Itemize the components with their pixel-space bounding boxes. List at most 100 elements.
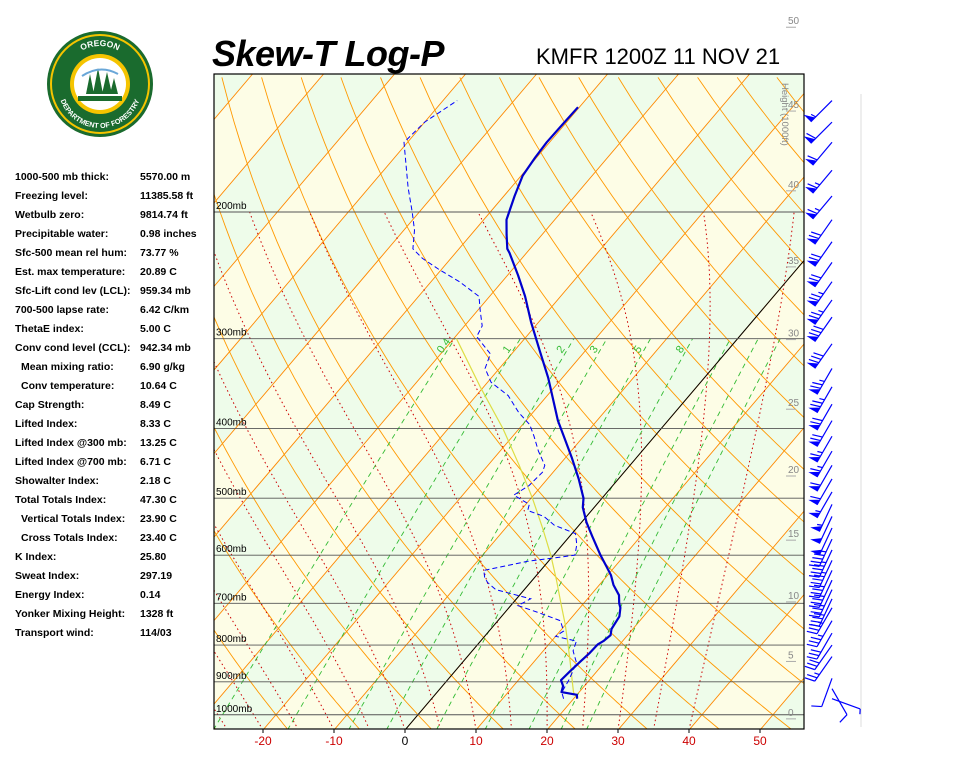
stat-row: 1000-500 mb thick: 5570.00 m xyxy=(15,168,210,187)
dry-adiabat xyxy=(214,726,217,729)
pressure-label: 500mb xyxy=(216,487,247,498)
zero-isotherm-line xyxy=(405,259,804,729)
stat-label: Mean mixing ratio: xyxy=(21,361,114,373)
pressure-label: 400mb xyxy=(216,418,247,429)
x-tick-label: 50 xyxy=(753,734,767,748)
stat-value: 5.00 C xyxy=(140,323,171,335)
stat-label: Sfc-500 mean rel hum: xyxy=(15,247,128,259)
stat-row: Energy Index: 0.14 xyxy=(15,586,210,605)
wind-barb xyxy=(808,368,833,395)
wind-barb xyxy=(811,678,833,708)
stat-value: 297.19 xyxy=(140,570,173,582)
moist-adiabat xyxy=(0,212,192,730)
stat-label: 700-500 lapse rate: xyxy=(15,304,109,316)
stat-row: Mean mixing ratio: 6.90 g/kg xyxy=(15,358,210,377)
mixing-ratio-line xyxy=(348,338,575,729)
x-tick-label: 0 xyxy=(402,734,409,748)
stats-panel: 1000-500 mb thick: 5570.00 m Freezing leve… xyxy=(15,168,210,643)
wind-barb xyxy=(808,450,833,478)
stat-label: Yonker Mixing Height: xyxy=(15,608,126,620)
stat-row: Freezing level: 11385.58 ft xyxy=(15,187,210,206)
height-label: 0 xyxy=(788,708,794,719)
stat-label: Vertical Totals Index: xyxy=(21,513,126,525)
stat-row: Sweat Index: 297.19 xyxy=(15,567,210,586)
wind-barb xyxy=(808,403,833,431)
stat-row: ThetaE index: 5.00 C xyxy=(15,320,210,339)
pressure-label: 700mb xyxy=(216,592,247,603)
dry-adiabat xyxy=(221,77,648,729)
x-tick-label: 40 xyxy=(682,734,696,748)
stat-value: 25.80 xyxy=(140,551,167,563)
stat-value: 0.98 inches xyxy=(140,228,197,240)
stat-row: Conv cond level (CCL): 942.34 mb xyxy=(15,339,210,358)
x-tick-label: 20 xyxy=(540,734,554,748)
stat-row: Sfc-Lift cond lev (LCL): 959.34 mb xyxy=(15,282,210,301)
stat-label: Conv cond level (CCL): xyxy=(15,342,131,354)
mixing-ratio-label: 5 xyxy=(631,344,644,356)
height-label: 35 xyxy=(788,256,800,267)
stat-row: 700-500 lapse rate: 6.42 C/km xyxy=(15,301,210,320)
stat-value: 5570.00 m xyxy=(140,171,191,183)
dry-adiabat xyxy=(300,77,792,729)
stat-value: 23.40 C xyxy=(140,532,177,544)
chart-title: Skew-T Log-P xyxy=(212,33,445,74)
isotherm-line xyxy=(214,74,324,204)
isotherm-line xyxy=(831,74,960,730)
pressure-label: 900mb xyxy=(216,671,247,682)
stat-label: ThetaE index: xyxy=(15,323,84,335)
stat-row: Lifted Index: 8.33 C xyxy=(15,415,210,434)
height-axis-title: Height (1000ft) xyxy=(779,83,790,146)
moist-adiabat xyxy=(214,360,406,729)
wind-barb xyxy=(803,100,833,123)
isotherm-line xyxy=(214,74,466,371)
stat-row: Yonker Mixing Height: 1328 ft xyxy=(15,605,210,624)
wind-barb xyxy=(808,598,833,627)
height-label: 30 xyxy=(788,329,800,340)
stat-row: Total Totals Index: 47.30 C xyxy=(15,491,210,510)
wind-barb xyxy=(810,527,833,556)
plot-frame xyxy=(213,73,805,730)
height-label: 40 xyxy=(788,180,800,191)
stat-value: 6.42 C/km xyxy=(140,304,190,316)
wind-barb xyxy=(805,141,833,166)
dry-adiabat xyxy=(499,77,804,471)
stat-label: Cross Totals Index: xyxy=(21,532,118,544)
isotherm-line xyxy=(214,74,608,538)
dry-adiabat xyxy=(214,315,504,729)
dry-adiabat xyxy=(214,529,360,729)
isotherm-line xyxy=(214,74,750,705)
wind-barb xyxy=(806,316,833,343)
dry-adiabat xyxy=(340,77,804,685)
stat-label: Lifted Index @300 mb: xyxy=(15,437,127,449)
dry-adiabat xyxy=(214,629,288,729)
isotherm-line xyxy=(263,92,804,729)
stat-row: Transport wind: 114/03 xyxy=(15,624,210,643)
wind-barb xyxy=(804,656,833,682)
x-tick-label: 30 xyxy=(611,734,625,748)
wind-barb xyxy=(806,241,833,267)
x-tick-label: 10 xyxy=(469,734,483,748)
stat-row: Cross Totals Index: 23.40 C xyxy=(15,529,210,548)
wind-barb xyxy=(808,386,833,414)
pressure-label: 800mb xyxy=(216,634,247,645)
stat-row: Est. max temperature: 20.89 C xyxy=(15,263,210,282)
stat-value: 0.14 xyxy=(140,589,161,601)
wind-barb xyxy=(806,262,833,288)
stat-label: Est. max temperature: xyxy=(15,266,126,278)
stat-label: Precipitable water: xyxy=(15,228,109,240)
stat-label: Sfc-Lift cond lev (LCL): xyxy=(15,285,131,297)
stat-row: K Index: 25.80 xyxy=(15,548,210,567)
wind-barb xyxy=(810,504,833,532)
stat-value: 8.33 C xyxy=(140,418,171,430)
wind-barb xyxy=(806,607,833,635)
wind-barb xyxy=(808,570,833,599)
stat-row: Sfc-500 mean rel hum: 73.77 % xyxy=(15,244,210,263)
stat-row: Precipitable water: 0.98 inches xyxy=(15,225,210,244)
isotherm-line xyxy=(0,74,182,730)
isotherm-line xyxy=(214,74,537,455)
stat-value: 6.71 C xyxy=(140,456,171,468)
height-label: 45 xyxy=(788,100,800,111)
moist-adiabat xyxy=(653,211,711,729)
isotherm-line xyxy=(214,74,395,288)
moist-adiabat xyxy=(590,211,643,729)
